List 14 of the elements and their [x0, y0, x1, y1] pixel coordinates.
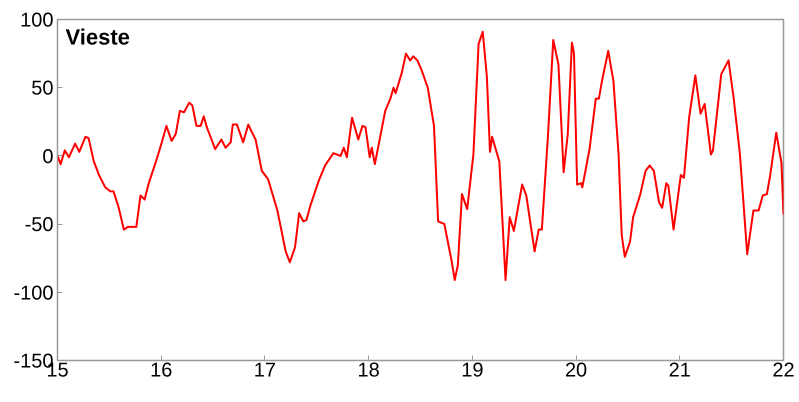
x-tick-label: 17 — [254, 360, 276, 382]
x-tick-label: 16 — [150, 360, 172, 382]
y-tick-label: 0 — [42, 146, 54, 168]
x-tick-label: 22 — [772, 360, 795, 382]
x-tick-label: 20 — [564, 360, 588, 382]
y-tick-label: 50 — [31, 78, 54, 100]
chart-title: Vieste — [66, 24, 130, 50]
x-tick-label: 19 — [461, 360, 484, 382]
x-tick-label: 21 — [668, 360, 691, 382]
y-tick-label: 100 — [20, 10, 54, 32]
y-tick-label: -50 — [24, 214, 54, 236]
line-series — [58, 30, 784, 282]
x-tick-label: 18 — [358, 360, 380, 382]
y-tick-label: -100 — [13, 282, 54, 304]
